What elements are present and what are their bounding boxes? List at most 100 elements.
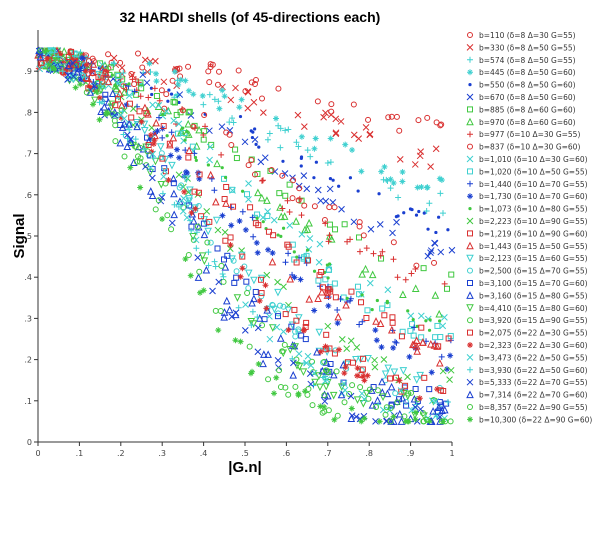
y-tick-label: .9: [24, 67, 32, 76]
data-point: [136, 158, 143, 165]
data-point: [215, 98, 222, 105]
data-point: [219, 270, 226, 277]
data-point: [133, 122, 142, 131]
data-point: [195, 189, 202, 196]
legend-label: b=3,920 (δ=15 Δ=90 G=55): [479, 316, 588, 325]
x-axis-ticks: 0 .1 .2 .3 .4 .5 .6 .7 .8 .9 1: [35, 442, 455, 458]
data-point: [245, 180, 252, 187]
data-point: [408, 340, 417, 349]
data-point: [221, 93, 228, 100]
data-point: [332, 294, 339, 301]
data-point: [300, 172, 308, 179]
legend-item: b=2,075 (δ=22 Δ=30 G=55): [467, 329, 588, 338]
data-point: [264, 350, 272, 358]
data-point: [311, 145, 318, 152]
data-point: [147, 164, 154, 171]
data-point: [140, 127, 149, 135]
data-point: [236, 104, 243, 111]
data-point: [72, 62, 79, 69]
data-point: [284, 241, 291, 248]
data-point: [135, 153, 142, 160]
data-point: [75, 66, 82, 73]
data-point: [260, 350, 268, 358]
legend-item: b=574 (δ=8 Δ=50 G=55): [467, 56, 576, 65]
legend-item: b=1,219 (δ=10 Δ=90 G=60): [467, 229, 588, 238]
data-point: [338, 205, 345, 213]
legend-item: b=670 (δ=8 Δ=50 G=60): [466, 93, 576, 102]
data-point: [290, 359, 297, 367]
data-point: [42, 48, 49, 55]
data-point: [411, 403, 419, 411]
data-point: [441, 280, 448, 287]
data-point: [295, 197, 302, 204]
data-point: [123, 101, 130, 108]
data-point: [372, 317, 380, 325]
x-tick-label: .3: [158, 449, 166, 458]
data-point: [146, 168, 154, 177]
data-point: [211, 258, 218, 265]
data-point: [227, 242, 234, 249]
data-point: [356, 234, 363, 241]
data-point: [51, 49, 58, 56]
data-point: [284, 197, 291, 204]
legend-item: b=330 (δ=8 Δ=50 G=55): [466, 43, 576, 52]
data-point: [371, 356, 378, 364]
data-point: [332, 130, 340, 138]
data-point: [444, 399, 451, 406]
data-point: [190, 91, 197, 98]
chart-title: 32 HARDI shells (of 45-directions each): [120, 9, 381, 25]
data-point: [117, 101, 126, 109]
data-point: [397, 387, 405, 394]
data-point: [161, 112, 165, 116]
data-point: [242, 301, 249, 309]
data-point: [132, 118, 141, 127]
data-point: [219, 87, 226, 94]
data-point: [286, 208, 293, 215]
legend-marker: [466, 291, 474, 299]
data-point: [259, 322, 266, 329]
data-point: [411, 161, 419, 168]
legend-label: b=1,440 (δ=10 Δ=70 G=55): [479, 180, 588, 189]
data-point: [419, 338, 427, 346]
data-point: [154, 102, 163, 110]
data-point: [292, 333, 299, 340]
data-point: [417, 405, 424, 413]
data-point: [295, 255, 299, 259]
legend-label: b=1,443 (δ=15 Δ=50 G=55): [479, 242, 588, 251]
data-point: [390, 239, 397, 246]
data-point: [177, 100, 181, 105]
data-point: [324, 322, 332, 330]
data-point: [326, 232, 333, 239]
y-tick-label: .5: [24, 232, 32, 241]
data-point: [148, 148, 155, 155]
legend-item: b=1,010 (δ=10 Δ=30 G=60): [466, 155, 588, 164]
data-point: [222, 237, 229, 244]
data-point: [200, 287, 207, 294]
data-point: [218, 123, 226, 131]
data-point: [215, 278, 223, 286]
data-point: [224, 252, 231, 259]
data-point: [64, 61, 73, 70]
data-point: [322, 343, 329, 350]
data-point: [171, 201, 178, 208]
data-point: [258, 276, 265, 283]
data-point: [263, 271, 271, 279]
data-point: [420, 265, 427, 272]
data-point: [203, 207, 211, 215]
data-point: [265, 228, 272, 235]
data-point: [185, 109, 192, 116]
data-point: [331, 416, 338, 423]
data-point: [255, 361, 262, 368]
data-point: [120, 131, 127, 138]
data-point: [196, 171, 203, 178]
data-point: [128, 71, 135, 78]
data-point: [358, 418, 365, 425]
data-point: [51, 65, 58, 72]
data-point: [228, 142, 235, 149]
data-point: [161, 167, 168, 174]
data-point: [248, 157, 255, 164]
data-point: [298, 230, 306, 238]
data-point: [183, 214, 191, 221]
data-point: [108, 100, 117, 109]
data-point: [448, 246, 456, 254]
